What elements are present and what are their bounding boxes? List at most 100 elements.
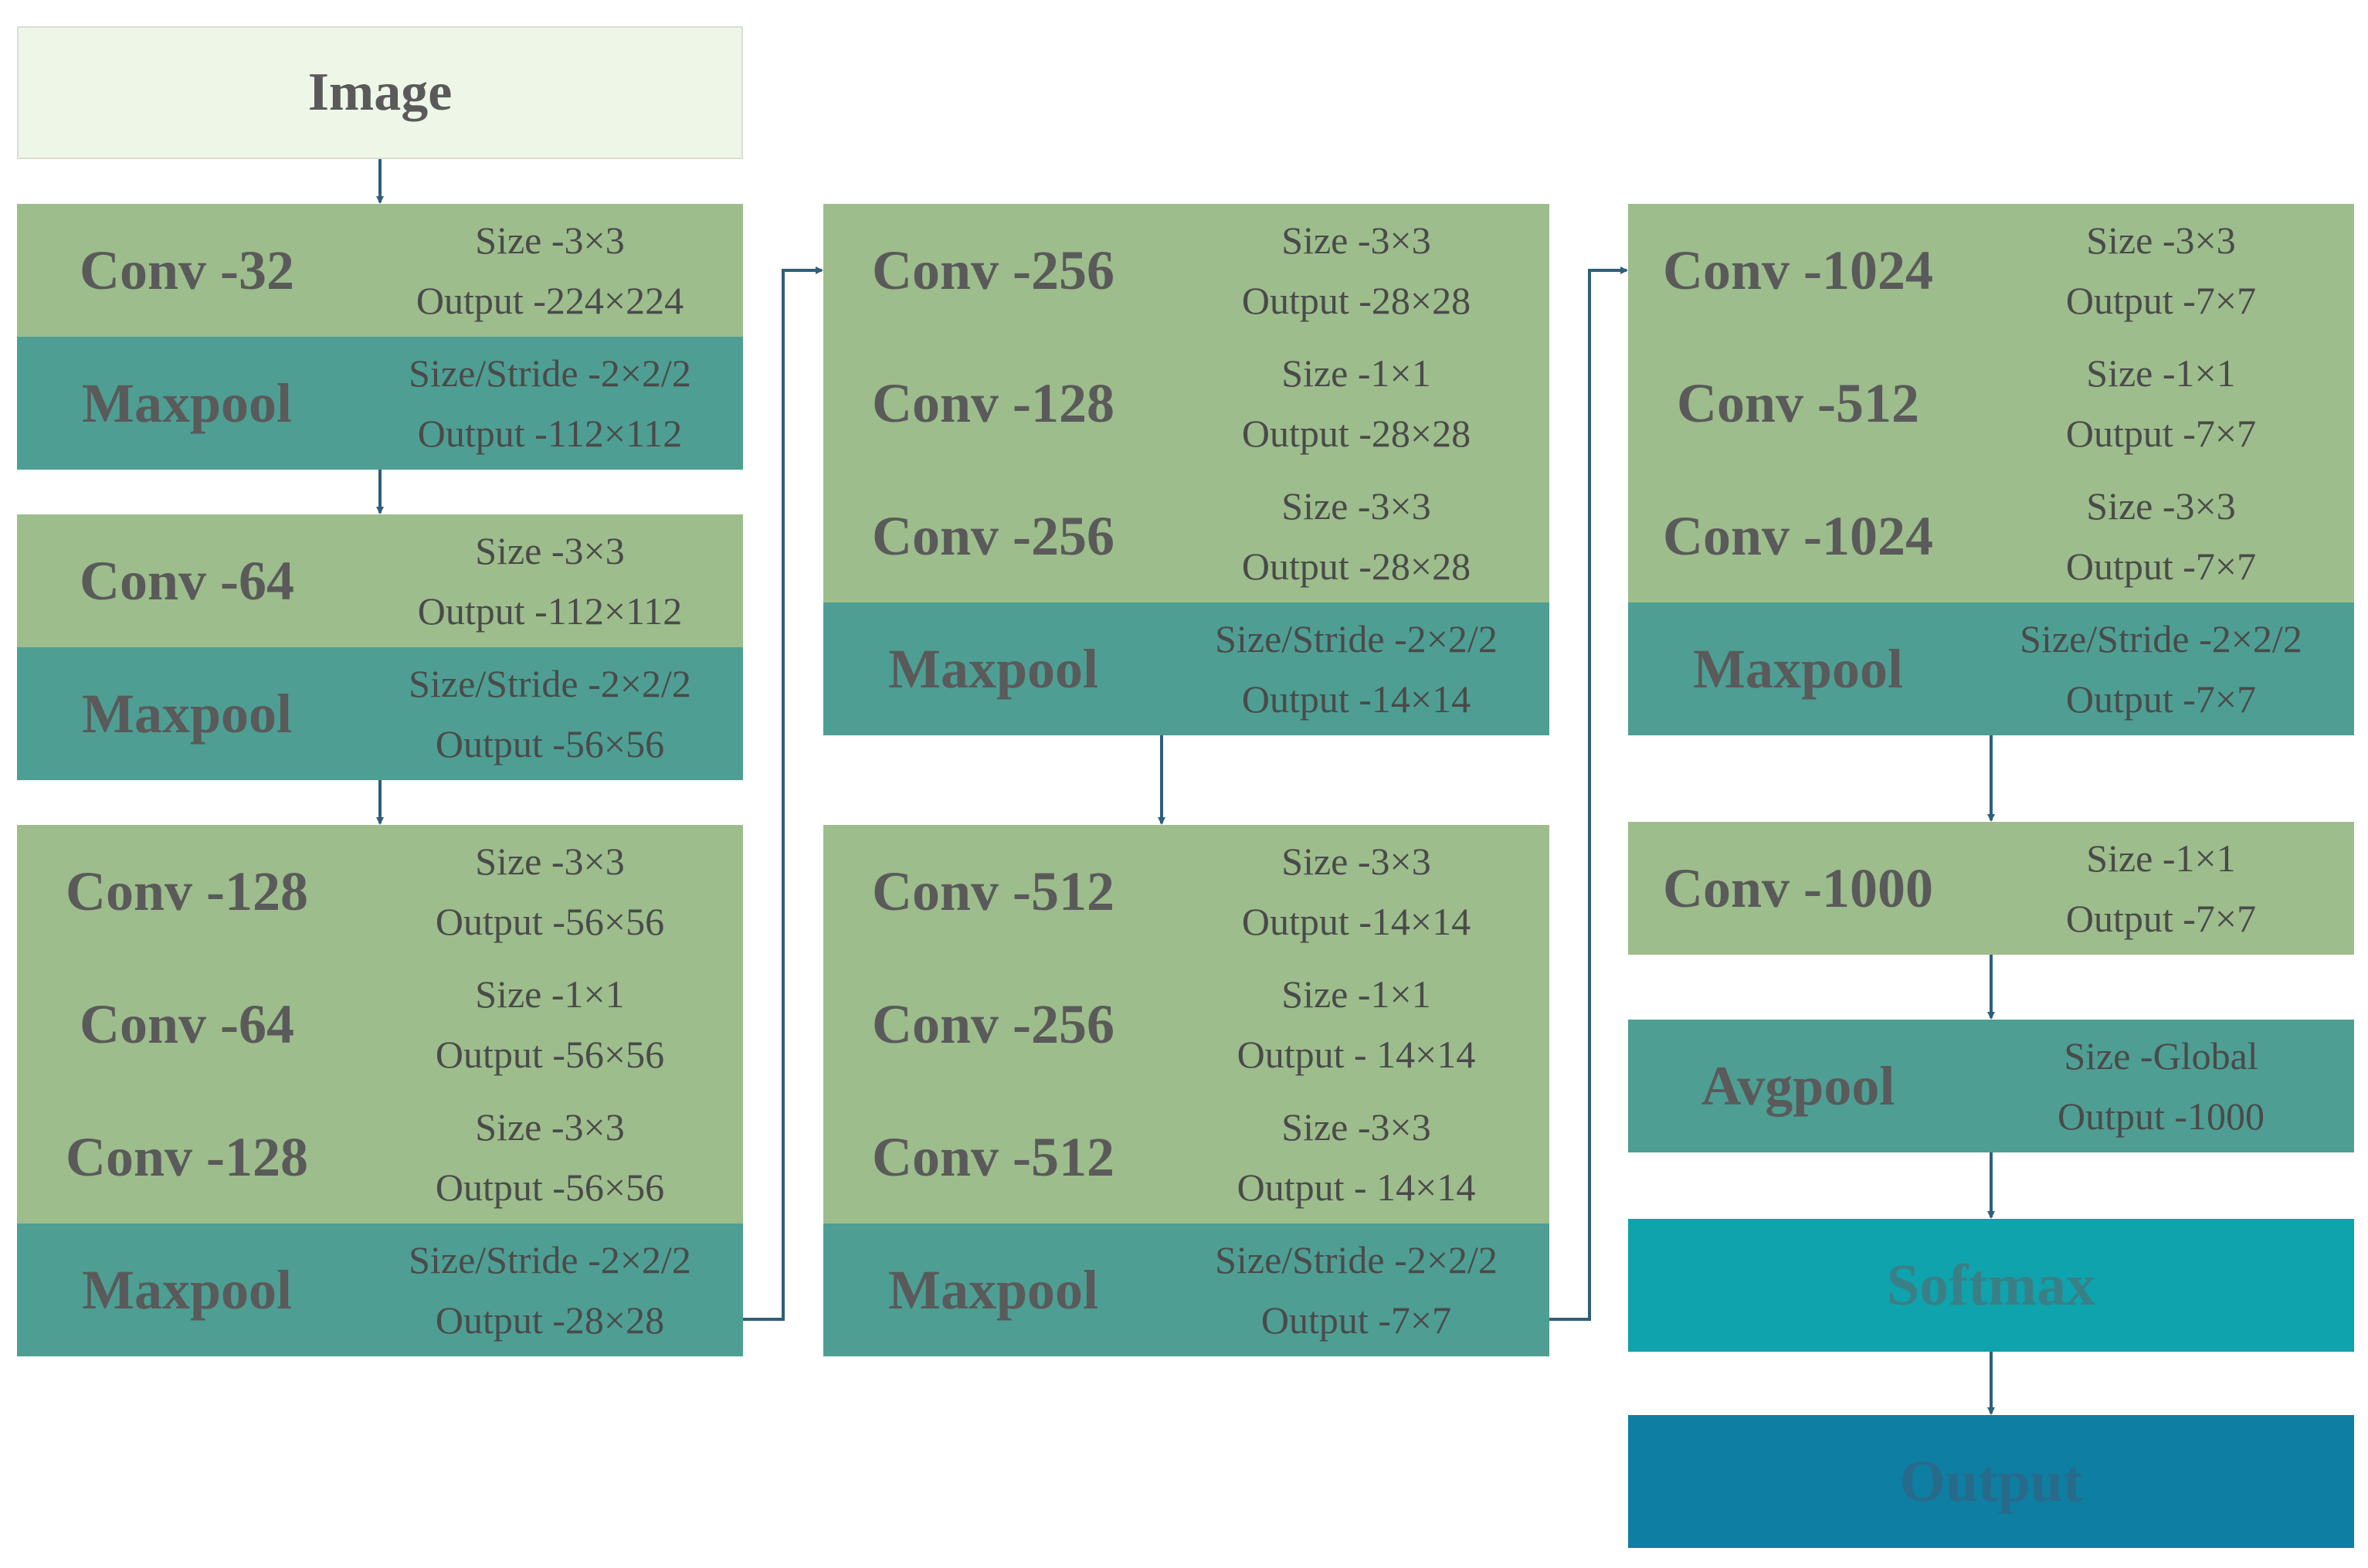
layer-avgpool: Avgpool Size -Global Output -1000	[1628, 1020, 2354, 1152]
col3-block-3: Avgpool Size -Global Output -1000	[1628, 1020, 2354, 1152]
layer-output: Output -1000	[2057, 1095, 2265, 1138]
layer-params: Size/Stride -2×2/2 Output -28×28	[357, 1224, 743, 1356]
layer-conv-512: Conv -512 Size -1×1 Output -7×7	[1628, 337, 2354, 470]
layer-size: Size -3×3	[2086, 484, 2236, 528]
layer-size: Size -3×3	[475, 840, 625, 883]
layer-output: Output -56×56	[435, 1166, 665, 1209]
layer-maxpool: Maxpool Size/Stride -2×2/2 Output -7×7	[1628, 602, 2354, 735]
layer-params: Size/Stride -2×2/2 Output -14×14	[1163, 602, 1549, 735]
layer-output: Output -7×7	[2065, 545, 2257, 588]
layer-maxpool: Maxpool Size/Stride -2×2/2 Output -7×7	[823, 1224, 1549, 1356]
layer-conv-512: Conv -512 Size -3×3 Output -14×14	[823, 825, 1549, 958]
layer-size: Size -1×1	[2086, 837, 2236, 880]
layer-output: Output -56×56	[435, 1033, 665, 1076]
layer-conv-128: Conv -128 Size -3×3 Output -56×56	[17, 1091, 743, 1224]
layer-output: Output -56×56	[435, 722, 665, 765]
layer-name: Conv -512	[871, 1125, 1114, 1188]
layer-name: Conv -256	[871, 239, 1114, 301]
layer-name: Conv -1024	[1662, 504, 1933, 567]
layer-size: Size -3×3	[1281, 484, 1431, 528]
layer-conv-512: Conv -512 Size -3×3 Output - 14×14	[823, 1091, 1549, 1224]
layer-output: Output - 14×14	[1237, 1166, 1476, 1209]
layer-name: Conv -128	[871, 372, 1114, 434]
col2-block-1: Conv -256 Size -3×3 Output -28×28 Conv -…	[823, 204, 1549, 735]
col1-block-2: Conv -64 Size -3×3 Output -112×112 Maxpo…	[17, 514, 743, 780]
layer-params: Size/Stride -2×2/2 Output -7×7	[1968, 602, 2354, 735]
layer-params: Size -3×3 Output -7×7	[1968, 470, 2354, 602]
layer-conv-256: Conv -256 Size -1×1 Output - 14×14	[823, 958, 1549, 1091]
layer-output: Output -7×7	[2065, 677, 2257, 721]
layer-size: Size/Stride -2×2/2	[1215, 617, 1498, 660]
layer-output: Output -14×14	[1241, 900, 1471, 943]
layer-conv-1000: Conv -1000 Size -1×1 Output -7×7	[1628, 822, 2354, 955]
layer-output: Output -7×7	[1260, 1298, 1452, 1342]
col2-block-2: Conv -512 Size -3×3 Output -14×14 Conv -…	[823, 825, 1549, 1356]
layer-size: Size/Stride -2×2/2	[409, 662, 691, 705]
layer-size: Size -3×3	[1281, 840, 1431, 883]
layer-output: Output -112×112	[417, 412, 683, 455]
layer-name: Conv -64	[79, 993, 294, 1055]
layer-output: Output -7×7	[2065, 412, 2257, 455]
layer-size: Size -3×3	[2086, 219, 2236, 262]
softmax-box: Softmax	[1628, 1219, 2354, 1352]
layer-params: Size -Global Output -1000	[1968, 1020, 2354, 1152]
layer-params: Size -3×3 Output -28×28	[1163, 470, 1549, 602]
layer-name: Maxpool	[81, 682, 292, 745]
layer-size: Size -1×1	[1281, 351, 1431, 395]
layer-size: Size/Stride -2×2/2	[2020, 617, 2302, 660]
layer-name: Maxpool	[887, 1258, 1098, 1321]
layer-size: Size -1×1	[475, 972, 625, 1016]
layer-params: Size -3×3 Output -14×14	[1163, 825, 1549, 958]
layer-conv-64: Conv -64 Size -3×3 Output -112×112	[17, 514, 743, 647]
layer-size: Size -3×3	[475, 219, 625, 262]
layer-name: Conv -64	[79, 549, 294, 612]
layer-name: Maxpool	[887, 637, 1098, 700]
layer-output: Output -7×7	[2065, 279, 2257, 322]
layer-conv-1024: Conv -1024 Size -3×3 Output -7×7	[1628, 204, 2354, 337]
layer-name: Conv -128	[65, 1125, 308, 1188]
layer-size: Size -1×1	[1281, 972, 1431, 1016]
layer-output: Output -56×56	[435, 900, 665, 943]
layer-size: Size -Global	[2064, 1034, 2258, 1078]
layer-output: Output -28×28	[1241, 279, 1471, 322]
col3-block-1: Conv -1024 Size -3×3 Output -7×7 Conv -5…	[1628, 204, 2354, 735]
col3-block-2: Conv -1000 Size -1×1 Output -7×7	[1628, 822, 2354, 955]
layer-name: Maxpool	[1692, 637, 1903, 700]
layer-params: Size -3×3 Output -56×56	[357, 825, 743, 958]
layer-params: Size/Stride -2×2/2 Output -7×7	[1163, 1224, 1549, 1356]
layer-name: Conv -1000	[1662, 857, 1933, 919]
layer-conv-32: Conv -32 Size -3×3 Output -224×224	[17, 204, 743, 337]
layer-conv-1024: Conv -1024 Size -3×3 Output -7×7	[1628, 470, 2354, 602]
layer-params: Size/Stride -2×2/2 Output -56×56	[357, 647, 743, 780]
layer-name: Conv -128	[65, 860, 308, 922]
layer-conv-256: Conv -256 Size -3×3 Output -28×28	[823, 470, 1549, 602]
layer-output: Output -28×28	[1241, 412, 1471, 455]
layer-size: Size -3×3	[475, 1105, 625, 1149]
layer-size: Size -3×3	[1281, 1105, 1431, 1149]
output-label: Output	[1899, 1448, 2083, 1514]
layer-output: Output -7×7	[2065, 897, 2257, 940]
layer-size: Size/Stride -2×2/2	[409, 1238, 691, 1281]
layer-name: Conv -512	[871, 860, 1114, 922]
col1-block-3: Conv -128 Size -3×3 Output -56×56 Conv -…	[17, 825, 743, 1356]
arrow-col1-to-col2	[743, 266, 823, 1321]
layer-name: Maxpool	[81, 372, 292, 434]
layer-output: Output -28×28	[1241, 545, 1471, 588]
layer-params: Size -1×1 Output -28×28	[1163, 337, 1549, 470]
layer-conv-128: Conv -128 Size -1×1 Output -28×28	[823, 337, 1549, 470]
layer-size: Size -1×1	[2086, 351, 2236, 395]
layer-params: Size -1×1 Output -7×7	[1968, 822, 2354, 955]
image-label: Image	[307, 63, 453, 122]
image-input-box: Image	[17, 26, 743, 159]
layer-params: Size -3×3 Output -56×56	[357, 1091, 743, 1224]
softmax-label: Softmax	[1886, 1252, 2096, 1318]
layer-maxpool: Maxpool Size/Stride -2×2/2 Output -56×56	[17, 647, 743, 780]
col1-block-1: Conv -32 Size -3×3 Output -224×224 Maxpo…	[17, 204, 743, 470]
output-box: Output	[1628, 1415, 2354, 1548]
layer-name: Avgpool	[1701, 1054, 1895, 1117]
layer-params: Size -1×1 Output -7×7	[1968, 337, 2354, 470]
layer-params: Size -3×3 Output -112×112	[357, 514, 743, 647]
layer-name: Conv -256	[871, 504, 1114, 567]
layer-name: Conv -1024	[1662, 239, 1933, 301]
